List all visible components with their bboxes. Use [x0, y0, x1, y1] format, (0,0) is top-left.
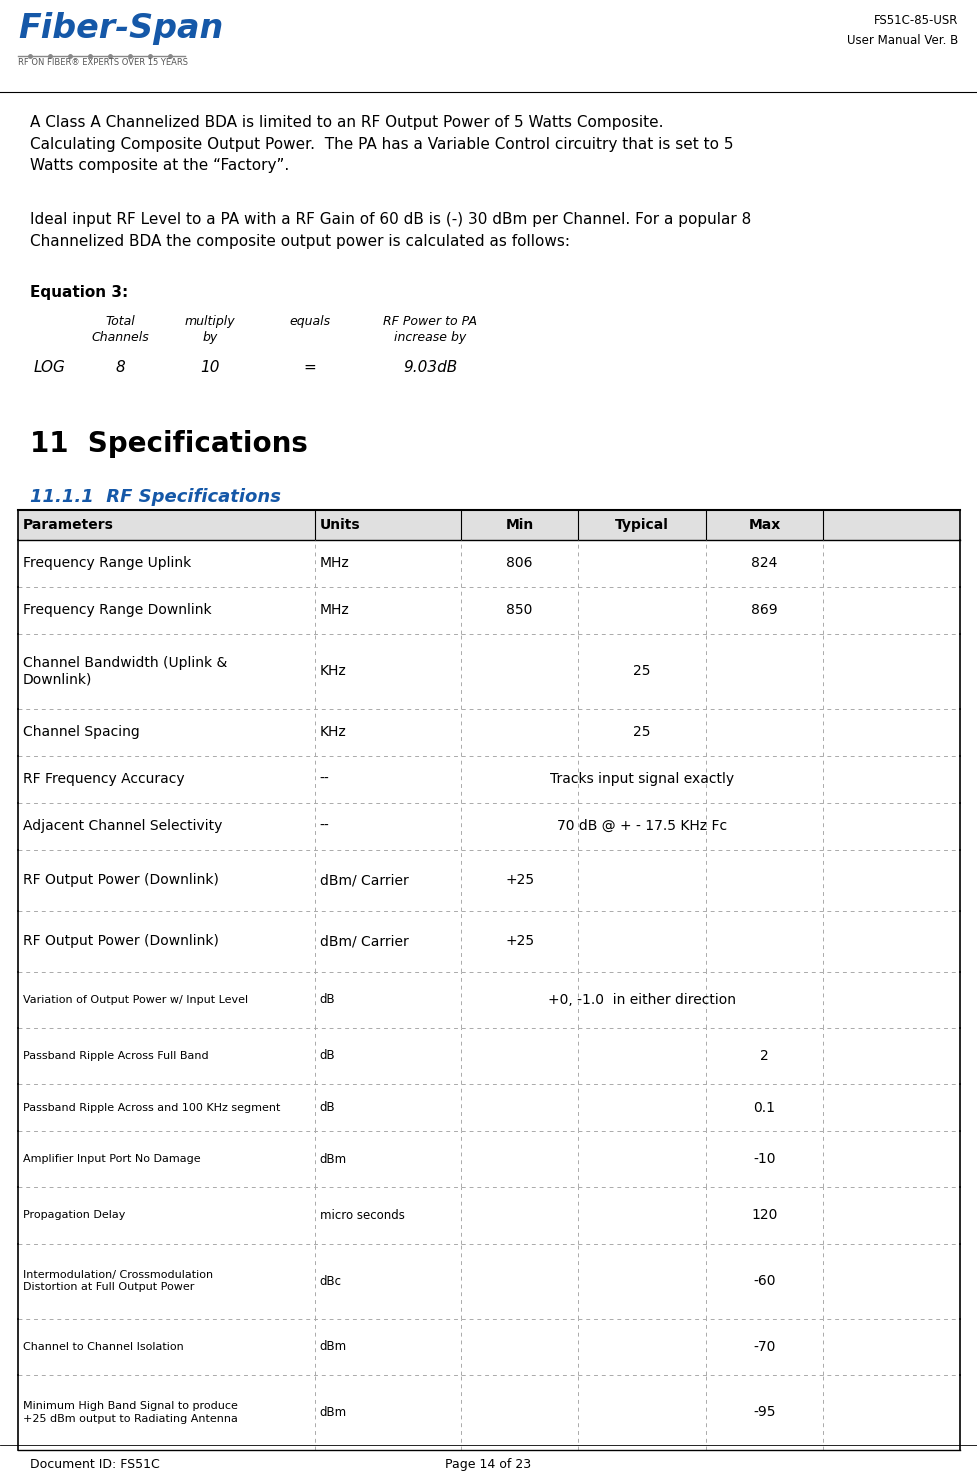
- Text: +0, -1.0  in either direction: +0, -1.0 in either direction: [548, 992, 736, 1007]
- Text: Amplifier Input Port No Damage: Amplifier Input Port No Damage: [23, 1154, 200, 1164]
- Text: Frequency Range Uplink: Frequency Range Uplink: [23, 556, 191, 571]
- Text: MHz: MHz: [319, 604, 350, 617]
- Text: RF Output Power (Downlink): RF Output Power (Downlink): [23, 873, 219, 888]
- Text: RF Output Power (Downlink): RF Output Power (Downlink): [23, 935, 219, 948]
- Text: 11.1.1  RF Specifications: 11.1.1 RF Specifications: [30, 489, 281, 506]
- Text: Passband Ripple Across and 100 KHz segment: Passband Ripple Across and 100 KHz segme…: [23, 1103, 280, 1113]
- Text: Channel Bandwidth (Uplink &
Downlink): Channel Bandwidth (Uplink & Downlink): [23, 655, 228, 687]
- Text: 850: 850: [506, 604, 532, 617]
- Text: -70: -70: [753, 1340, 776, 1354]
- Text: Minimum High Band Signal to produce
+25 dBm output to Radiating Antenna: Minimum High Band Signal to produce +25 …: [23, 1401, 237, 1423]
- Text: RF ON FIBER® EXPERTS OVER 15 YEARS: RF ON FIBER® EXPERTS OVER 15 YEARS: [18, 57, 188, 68]
- Text: dBm: dBm: [319, 1153, 347, 1166]
- Text: RF Frequency Accuracy: RF Frequency Accuracy: [23, 773, 185, 786]
- Text: multiply
by: multiply by: [185, 315, 235, 344]
- Text: Max: Max: [748, 518, 781, 531]
- Text: Channel Spacing: Channel Spacing: [23, 726, 140, 739]
- Text: Document ID: FS51C: Document ID: FS51C: [30, 1457, 160, 1471]
- Text: A Class A Channelized BDA is limited to an RF Output Power of 5 Watts Composite.: A Class A Channelized BDA is limited to …: [30, 115, 734, 174]
- Text: Page 14 of 23: Page 14 of 23: [445, 1457, 531, 1471]
- Text: --: --: [319, 818, 329, 833]
- Text: MHz: MHz: [319, 556, 350, 571]
- Text: Channel to Channel Isolation: Channel to Channel Isolation: [23, 1342, 184, 1351]
- Text: Fiber-Span: Fiber-Span: [18, 12, 224, 46]
- Bar: [18, 509, 960, 540]
- Text: Min: Min: [505, 518, 533, 531]
- Text: 0.1: 0.1: [753, 1101, 776, 1114]
- Text: 120: 120: [751, 1209, 778, 1222]
- Text: dB: dB: [319, 994, 335, 1007]
- Text: Frequency Range Downlink: Frequency Range Downlink: [23, 604, 212, 617]
- Text: 11  Specifications: 11 Specifications: [30, 430, 308, 458]
- Text: 869: 869: [751, 604, 778, 617]
- Text: --: --: [319, 773, 329, 786]
- Text: 9.03dB: 9.03dB: [403, 361, 457, 375]
- Text: Parameters: Parameters: [23, 518, 114, 531]
- Text: -10: -10: [753, 1153, 776, 1166]
- Text: 10: 10: [200, 361, 220, 375]
- Text: dB: dB: [319, 1101, 335, 1114]
- Text: Passband Ripple Across Full Band: Passband Ripple Across Full Band: [23, 1051, 209, 1061]
- Text: RF Power to PA
increase by: RF Power to PA increase by: [383, 315, 477, 344]
- Text: 824: 824: [751, 556, 778, 571]
- Text: Tracks input signal exactly: Tracks input signal exactly: [550, 773, 734, 786]
- Text: dB: dB: [319, 1050, 335, 1063]
- Text: dBm: dBm: [319, 1341, 347, 1353]
- Text: Typical: Typical: [616, 518, 669, 531]
- Text: -60: -60: [753, 1275, 776, 1288]
- Text: Total
Channels: Total Channels: [91, 315, 149, 344]
- Text: 25: 25: [633, 726, 651, 739]
- Text: 2: 2: [760, 1050, 769, 1063]
- Text: KHz: KHz: [319, 726, 347, 739]
- Text: dBm: dBm: [319, 1406, 347, 1419]
- Text: equals: equals: [289, 315, 330, 328]
- Text: 806: 806: [506, 556, 532, 571]
- Text: KHz: KHz: [319, 664, 347, 679]
- Text: FS51C-85-USR
User Manual Ver. B: FS51C-85-USR User Manual Ver. B: [847, 15, 958, 47]
- Text: +25: +25: [505, 873, 534, 888]
- Text: micro seconds: micro seconds: [319, 1209, 404, 1222]
- Text: dBm/ Carrier: dBm/ Carrier: [319, 873, 408, 888]
- Text: 70 dB @ + - 17.5 KHz Fc: 70 dB @ + - 17.5 KHz Fc: [557, 818, 727, 833]
- Text: dBc: dBc: [319, 1275, 342, 1288]
- Text: LOG: LOG: [34, 361, 65, 375]
- Text: +25: +25: [505, 935, 534, 948]
- Text: Variation of Output Power w/ Input Level: Variation of Output Power w/ Input Level: [23, 995, 248, 1005]
- Text: dBm/ Carrier: dBm/ Carrier: [319, 935, 408, 948]
- Text: Propagation Delay: Propagation Delay: [23, 1210, 125, 1220]
- Text: -95: -95: [753, 1406, 776, 1419]
- Text: 8: 8: [115, 361, 125, 375]
- Text: Units: Units: [319, 518, 361, 531]
- Text: Equation 3:: Equation 3:: [30, 286, 128, 300]
- Text: Intermodulation/ Crossmodulation
Distortion at Full Output Power: Intermodulation/ Crossmodulation Distort…: [23, 1270, 213, 1292]
- Text: =: =: [304, 361, 317, 375]
- Text: Adjacent Channel Selectivity: Adjacent Channel Selectivity: [23, 818, 223, 833]
- Text: Ideal input RF Level to a PA with a RF Gain of 60 dB is (-) 30 dBm per Channel. : Ideal input RF Level to a PA with a RF G…: [30, 212, 751, 249]
- Text: 25: 25: [633, 664, 651, 679]
